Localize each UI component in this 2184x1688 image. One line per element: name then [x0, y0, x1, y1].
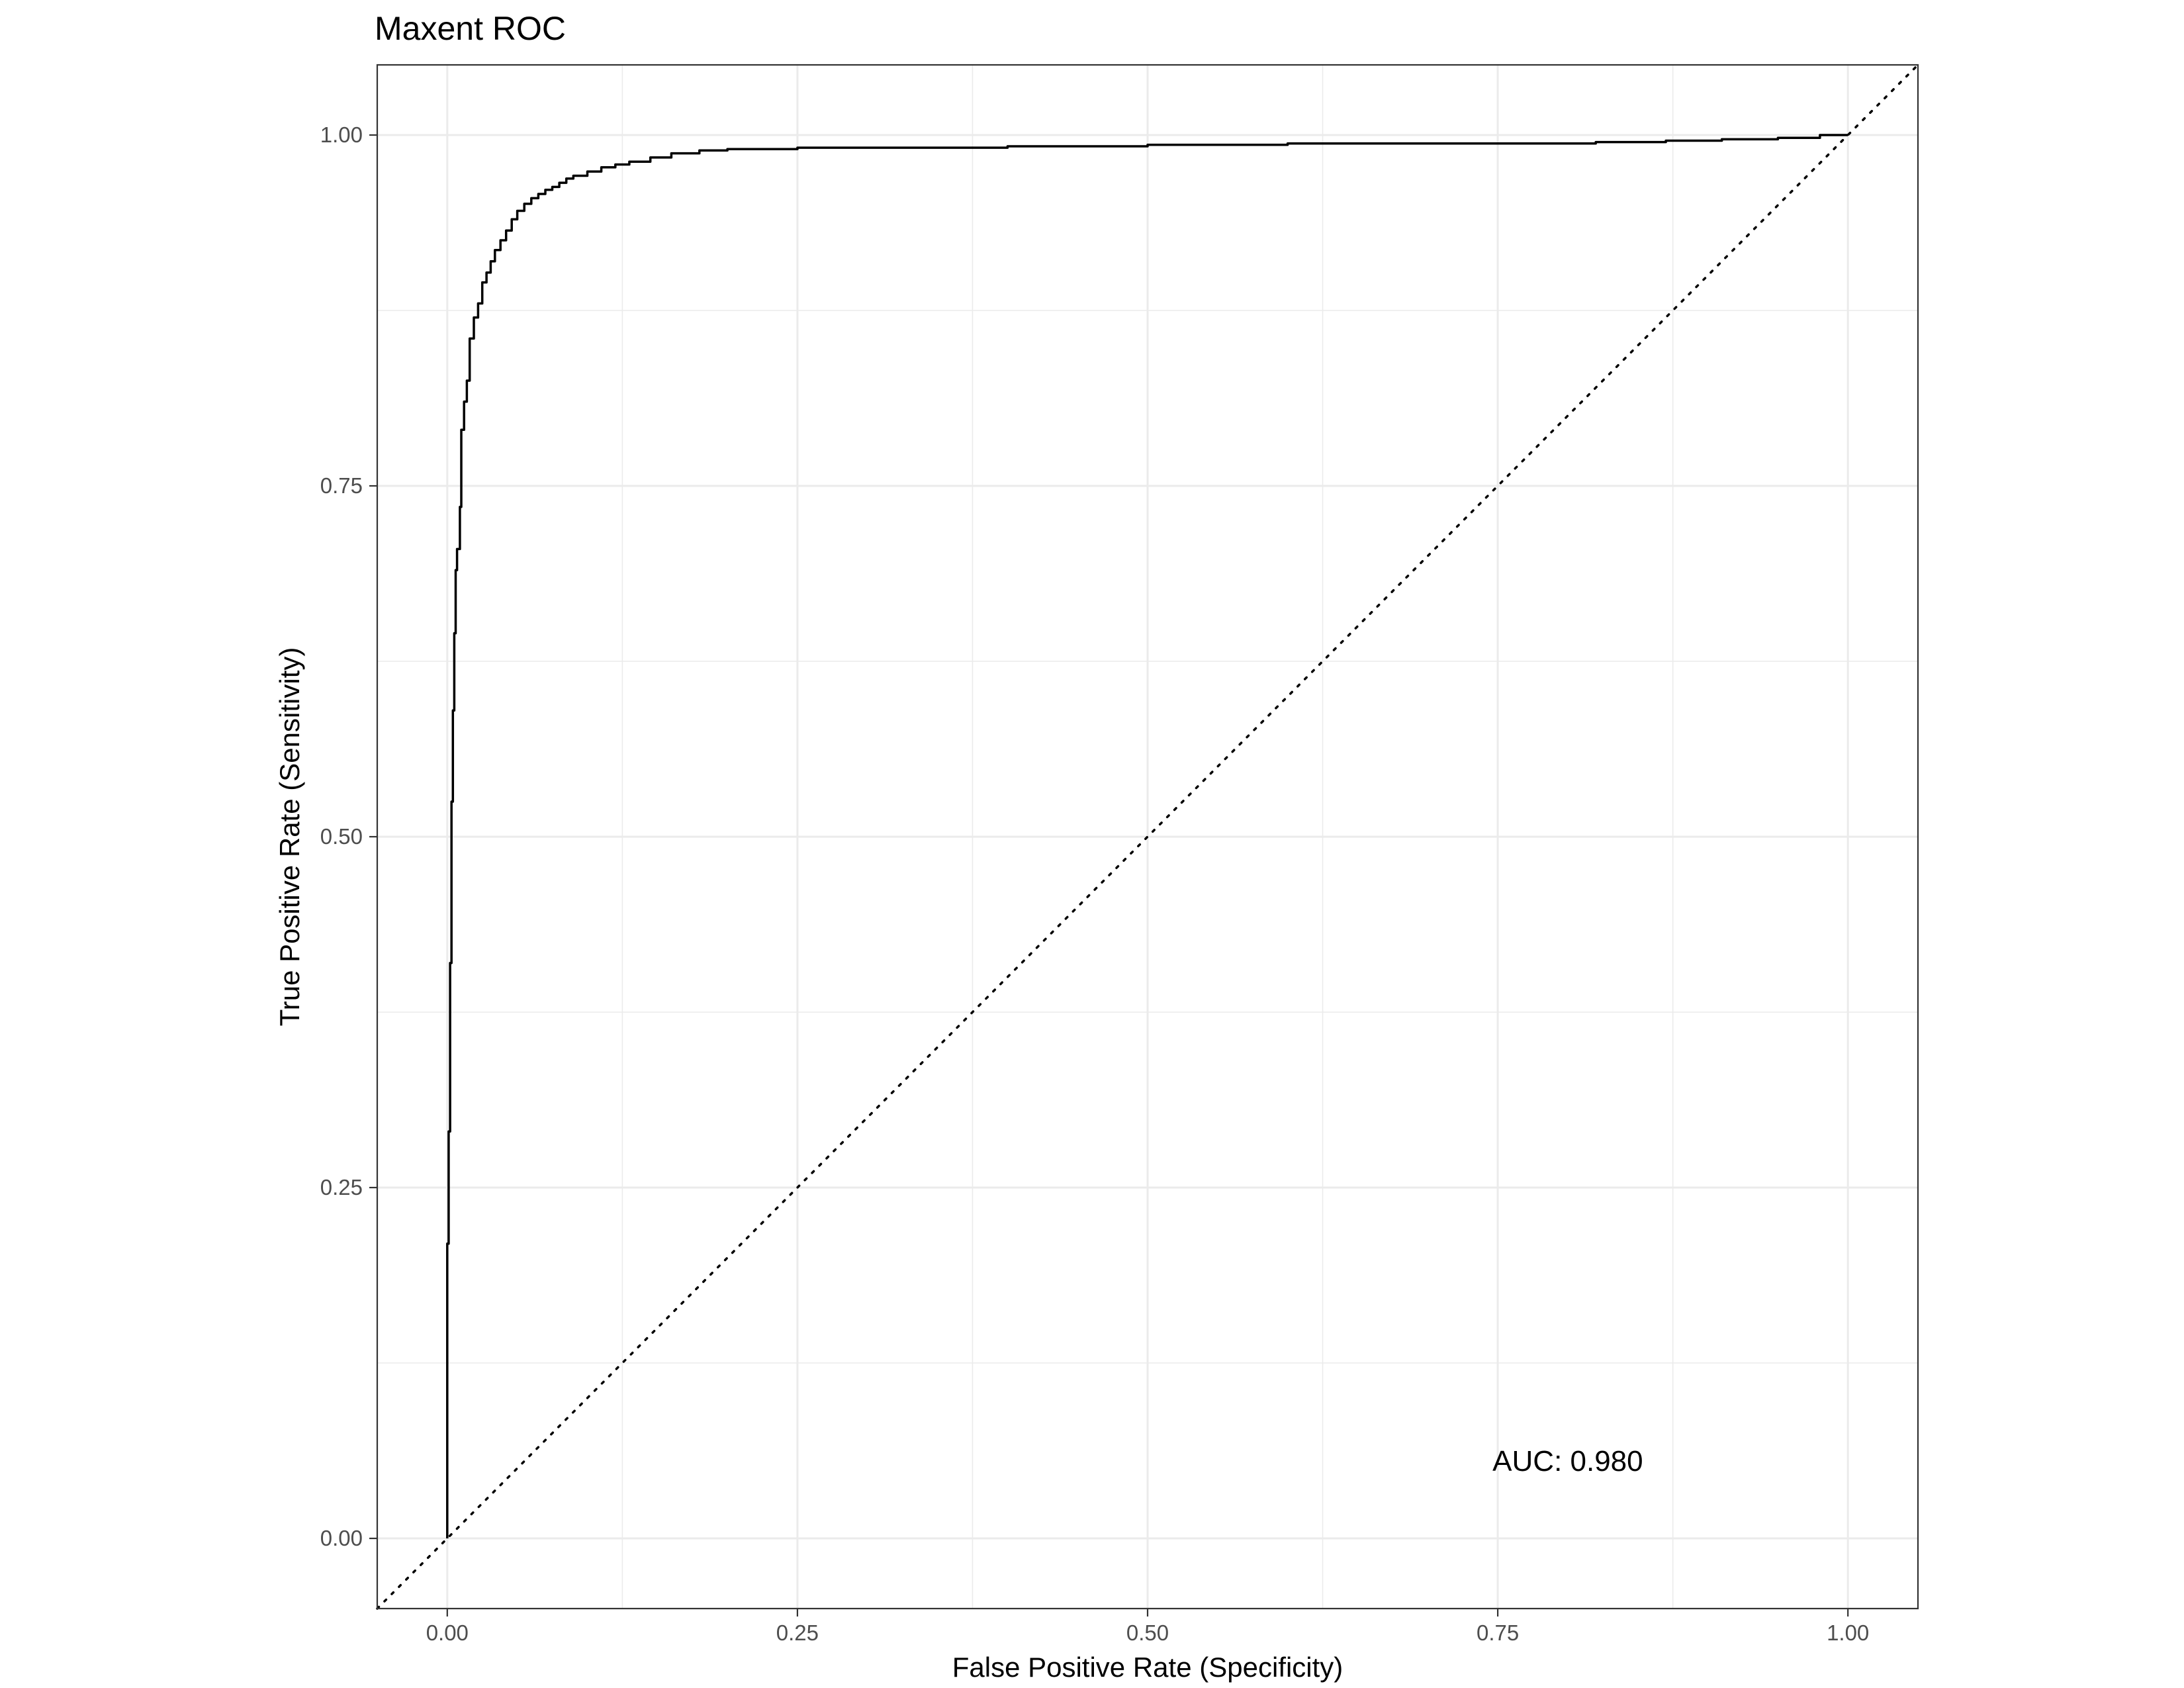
reference-diagonal-line — [376, 64, 1919, 1610]
y-tick-label: 0.25 — [320, 1175, 363, 1199]
chart-title: Maxent ROC — [375, 10, 566, 47]
y-axis: 0.00 0.25 0.50 0.75 1.00 — [320, 122, 377, 1550]
x-tick-label: 0.25 — [776, 1620, 819, 1645]
y-tick-label: 0.50 — [320, 824, 363, 849]
roc-curve-line — [446, 134, 1848, 1538]
auc-annotation: AUC: 0.980 — [1492, 1445, 1643, 1477]
x-axis-title: False Positive Rate (Specificity) — [952, 1652, 1343, 1683]
y-tick-label: 1.00 — [320, 122, 363, 147]
x-tick-label: 0.75 — [1477, 1620, 1519, 1645]
x-axis: 0.00 0.25 0.50 0.75 1.00 — [426, 1609, 1869, 1645]
y-tick-label: 0.75 — [320, 473, 363, 498]
y-tick-label: 0.00 — [320, 1526, 363, 1550]
x-tick-label: 0.50 — [1126, 1620, 1169, 1645]
y-axis-title: True Positive Rate (Sensitivity) — [274, 647, 305, 1027]
x-tick-label: 1.00 — [1827, 1620, 1869, 1645]
x-tick-label: 0.00 — [426, 1620, 469, 1645]
